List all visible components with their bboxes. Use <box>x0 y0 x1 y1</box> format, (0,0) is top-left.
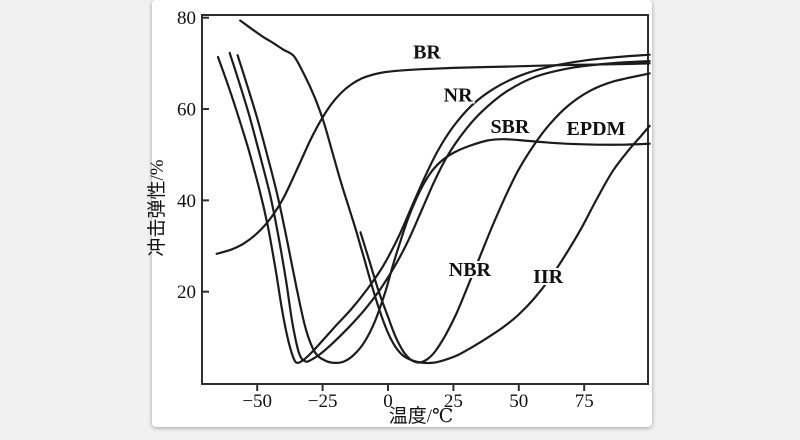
plot-frame <box>201 14 649 385</box>
curve-iir <box>239 19 651 365</box>
x-tick-label-50: 50 <box>509 391 528 412</box>
x-tick-label-0: 0 <box>383 391 393 412</box>
x-axis-title: 温度/℃ <box>389 405 454 427</box>
axis-ticks: −50 −25 0 25 50 75 20 40 60 80 <box>177 8 594 412</box>
y-tick-label-60: 60 <box>177 100 196 121</box>
x-tick-label-25: 25 <box>444 391 463 412</box>
x-tick-label--25: −25 <box>308 391 338 412</box>
curve-br <box>215 62 651 255</box>
series-label-nbr: NBR <box>449 259 492 281</box>
x-tick-label--50: −50 <box>242 391 272 412</box>
plot-border <box>201 14 649 385</box>
y-tick-label-20: 20 <box>177 282 196 303</box>
series-label-sbr: SBR <box>490 116 529 138</box>
curve-nbr <box>359 72 651 364</box>
y-tick-label-80: 80 <box>177 8 196 29</box>
series-label-iir: IIR <box>533 266 564 288</box>
series-label-br: BR <box>413 42 441 64</box>
series-label-epdm: EPDM <box>567 118 626 140</box>
y-tick-label-40: 40 <box>177 191 196 212</box>
series-label-nr: NR <box>444 84 473 106</box>
x-tick-label-75: 75 <box>575 391 594 412</box>
y-axis-title: 冲击弹性/% <box>146 159 168 256</box>
curve-epdm <box>236 54 651 365</box>
curve-sbr <box>228 51 651 363</box>
curves <box>215 19 651 365</box>
curve-nr <box>216 53 651 364</box>
